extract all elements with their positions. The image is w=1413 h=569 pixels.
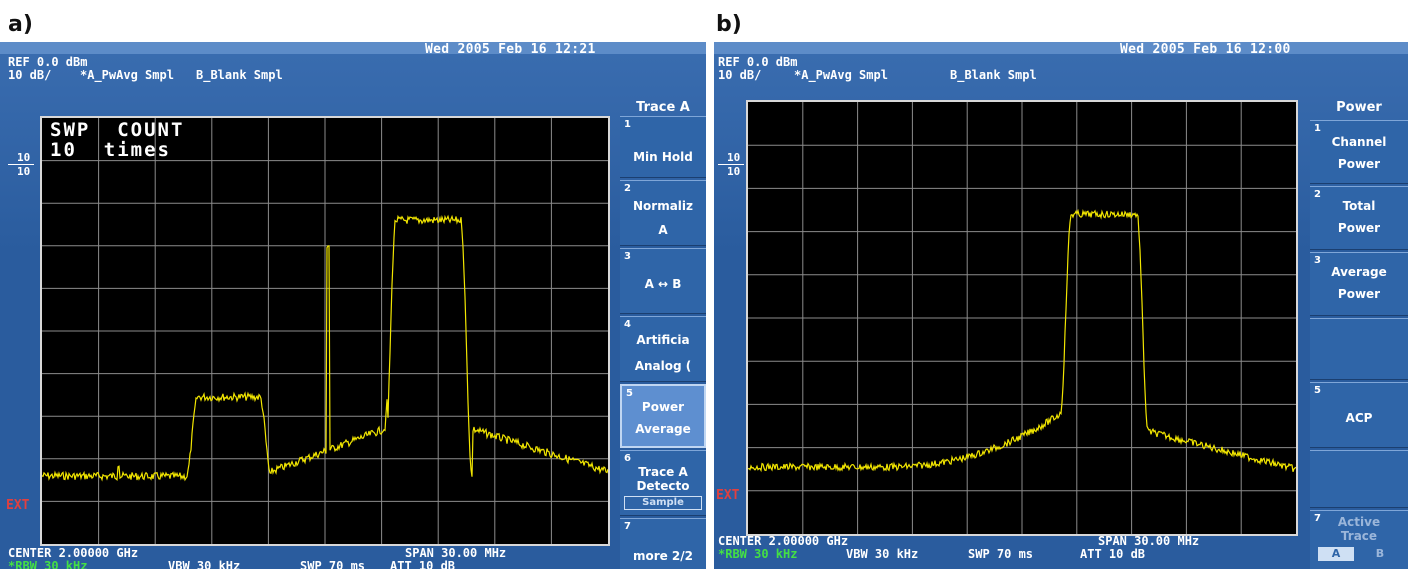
softkey-label: A ↔ B — [644, 277, 682, 291]
softkey-artificial-analog[interactable]: 4 Artificia Analog ( — [620, 316, 706, 382]
softkey-number: 7 — [624, 521, 631, 532]
span: SPAN 30.00 MHz — [405, 546, 507, 560]
softkey-label-2: Average — [635, 422, 691, 436]
softkey-number: 5 — [1314, 385, 1321, 396]
scale-marker-bottom: 10 — [727, 165, 741, 178]
panel-b-label: b) — [716, 12, 742, 37]
softkey-label-2: Analog ( — [634, 359, 692, 373]
softkey-label: Normaliz — [632, 199, 694, 213]
softkey-label: Artificia — [636, 333, 690, 347]
softkey-label: Power — [641, 400, 685, 414]
scale-marker-top: 10 — [727, 151, 741, 164]
softkey-menu: Trace A 1 Min Hold 2 Normaliz A 3 A ↔ B … — [620, 92, 706, 569]
softkey-active-trace[interactable]: 7 Active Trace A B — [1310, 510, 1408, 569]
sweep-count-line2: 10 times — [50, 139, 171, 161]
softkey-normalize[interactable]: 2 Normaliz A — [620, 180, 706, 246]
ext-indicator: EXT — [716, 488, 740, 503]
softkey-number: 3 — [1314, 255, 1321, 266]
ref-level: REF 0.0 dBm — [718, 55, 798, 69]
trace-a-mode: *A_PwAvg Smpl — [80, 68, 174, 82]
softkey-number: 2 — [624, 183, 631, 194]
scale-per-div: 10 dB/ — [718, 68, 762, 82]
softkey-label: Active — [1337, 515, 1381, 529]
datetime: Wed 2005 Feb 16 12:00 — [1120, 42, 1291, 57]
attenuation: ATT 10 dB — [1080, 547, 1146, 561]
analyzer-screen-a: Wed 2005 Feb 16 12:21 REF 0.0 dBm 10 dB/… — [0, 42, 706, 569]
softkey-number: 4 — [624, 319, 631, 330]
spectrum-plot — [748, 102, 1296, 534]
spectrum-trace — [42, 214, 608, 482]
softkey-label: Total — [1342, 199, 1376, 213]
softkey-label: ACP — [1345, 411, 1373, 425]
softkey-menu: Power 1 Channel Power 2 Total Power 3 Av… — [1310, 96, 1408, 569]
softkey-label: Trace A — [638, 465, 688, 479]
softkey-number: 6 — [624, 453, 631, 464]
softkey-label: Min Hold — [633, 150, 693, 164]
scale-marker-line — [8, 164, 34, 165]
title-bar — [714, 42, 1408, 54]
spectrum-trace — [748, 208, 1296, 473]
trace-display: SWP COUNT 10 times — [40, 116, 610, 546]
menu-title: Trace A — [636, 100, 690, 115]
scale-marker-line — [718, 164, 744, 165]
softkey-blank-6[interactable] — [1310, 450, 1408, 508]
center-frequency: CENTER 2.00000 GHz — [8, 546, 139, 560]
vbw: VBW 30 kHz — [846, 547, 919, 561]
softkey-number: 3 — [624, 251, 631, 262]
sweep-time: SWP 70 ms — [968, 547, 1034, 561]
scale-marker-top: 10 — [17, 151, 31, 164]
scale-per-div: 10 dB/ — [8, 68, 52, 82]
panel-a-label: a) — [8, 12, 33, 37]
softkey-acp[interactable]: 5 ACP — [1310, 382, 1408, 448]
softkey-average-power[interactable]: 3 Average Power — [1310, 252, 1408, 316]
softkey-label: Channel — [1331, 135, 1387, 149]
title-bar — [0, 42, 706, 54]
softkey-a-swap-b[interactable]: 3 A ↔ B — [620, 248, 706, 314]
softkey-label-2: Trace — [1340, 529, 1378, 543]
softkey-number: 5 — [626, 388, 633, 399]
analyzer-screen-b: Wed 2005 Feb 16 12:00 REF 0.0 dBm 10 dB/… — [714, 42, 1408, 569]
softkey-min-hold[interactable]: 1 Min Hold — [620, 116, 706, 178]
softkey-total-power[interactable]: 2 Total Power — [1310, 186, 1408, 250]
softkey-label-2: Power — [1337, 221, 1381, 235]
softkey-channel-power[interactable]: 1 Channel Power — [1310, 120, 1408, 184]
softkey-number: 1 — [1314, 123, 1321, 134]
ext-indicator: EXT — [6, 498, 30, 513]
menu-title: Power — [1336, 100, 1382, 115]
sweep-count-line1: SWP COUNT — [50, 119, 185, 141]
span: SPAN 30.00 MHz — [1098, 534, 1200, 548]
rbw: *RBW 30 kHz — [8, 559, 88, 569]
softkey-more[interactable]: 7 more 2/2 — [620, 518, 706, 569]
rbw: *RBW 30 kHz — [718, 547, 798, 561]
softkey-number: 1 — [624, 119, 631, 130]
softkey-trace-detector[interactable]: 6 Trace A Detecto Sample — [620, 450, 706, 516]
softkey-label: Average — [1331, 265, 1387, 279]
trace-a-toggle[interactable]: A — [1318, 547, 1354, 561]
trace-b-toggle[interactable]: B — [1375, 547, 1385, 560]
sweep-time: SWP 70 ms — [300, 559, 366, 569]
center-frequency: CENTER 2.00000 GHz — [718, 534, 849, 548]
ref-level: REF 0.0 dBm — [8, 55, 88, 69]
spectrum-plot — [42, 118, 608, 544]
softkey-label-2: Detecto — [636, 479, 690, 493]
softkey-label: more 2/2 — [632, 549, 694, 563]
vbw: VBW 30 kHz — [168, 559, 241, 569]
attenuation: ATT 10 dB — [390, 559, 456, 569]
softkey-power-average[interactable]: 5 Power Average — [620, 384, 706, 448]
trace-a-mode: *A_PwAvg Smpl — [794, 68, 888, 82]
softkey-blank-4[interactable] — [1310, 318, 1408, 380]
softkey-number: 7 — [1314, 513, 1321, 524]
softkey-label-2: A — [658, 223, 668, 237]
softkey-number: 2 — [1314, 189, 1321, 200]
softkey-label-2: Power — [1337, 287, 1381, 301]
detector-value: Sample — [624, 496, 702, 510]
trace-display — [746, 100, 1298, 536]
datetime: Wed 2005 Feb 16 12:21 — [425, 42, 596, 57]
trace-b-mode: B_Blank Smpl — [196, 68, 283, 82]
scale-marker-bottom: 10 — [17, 165, 31, 178]
trace-b-mode: B_Blank Smpl — [950, 68, 1037, 82]
softkey-label-2: Power — [1337, 157, 1381, 171]
